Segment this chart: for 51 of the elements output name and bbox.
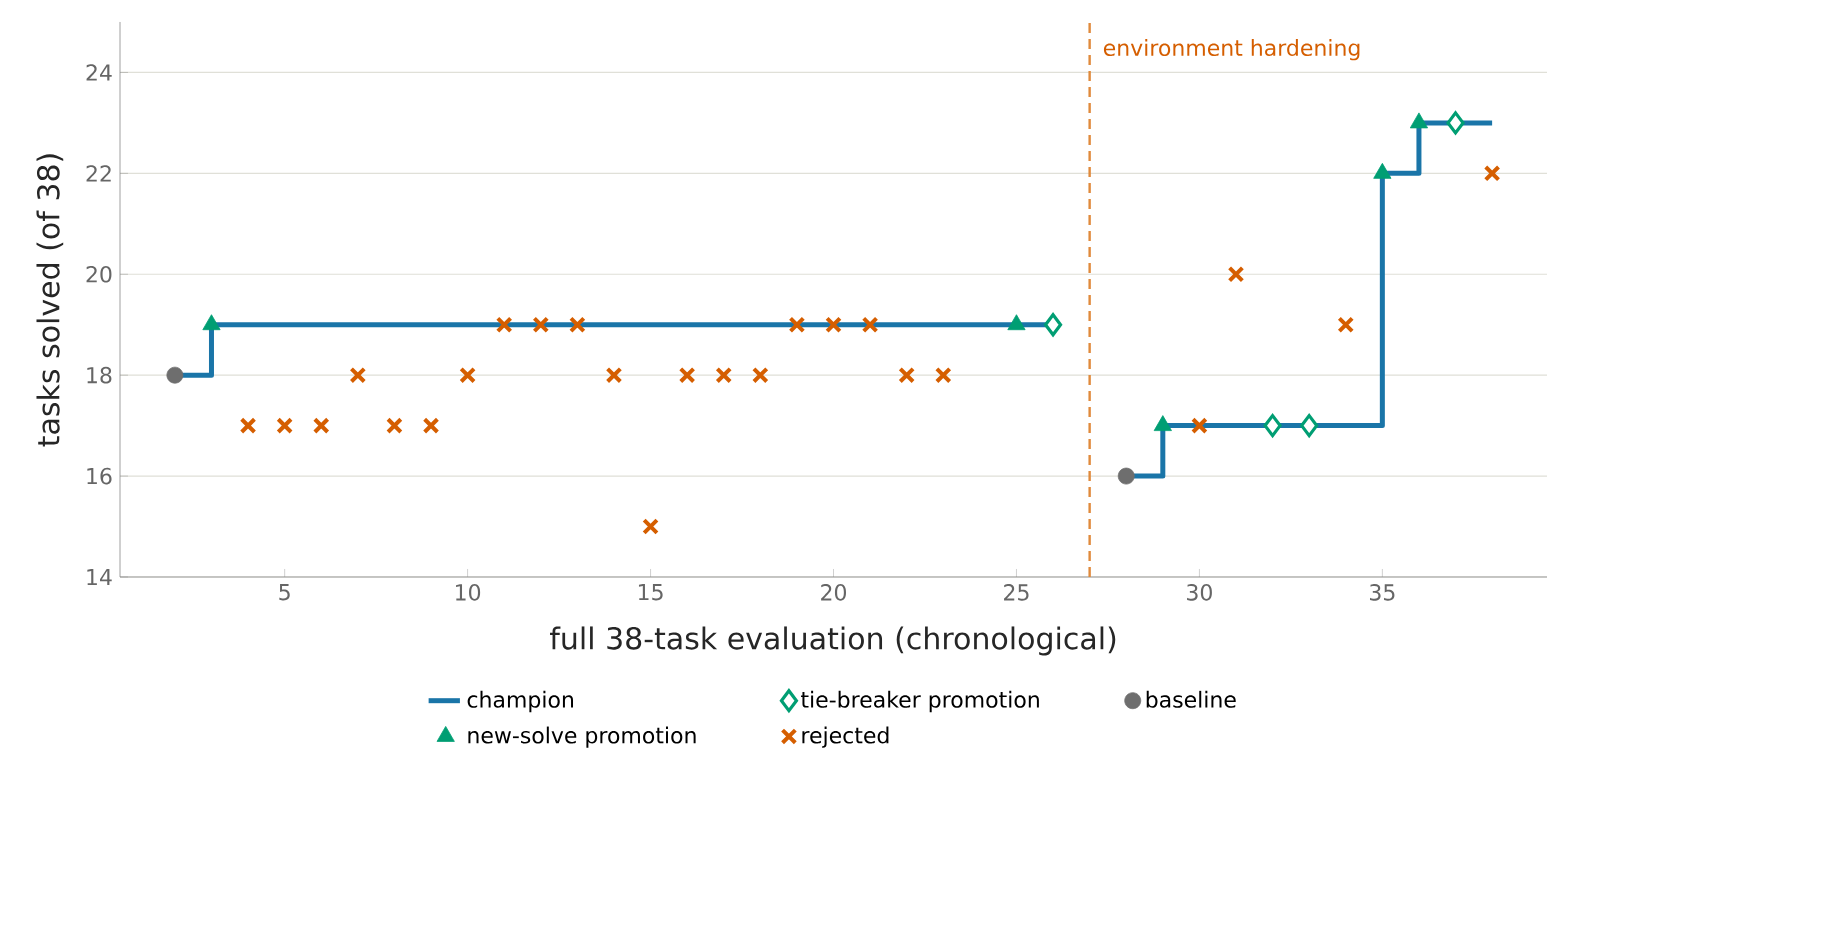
point bbox=[861, 316, 879, 334]
ref-line-label: environment hardening bbox=[1103, 39, 1360, 61]
y-tick-label: 18 bbox=[87, 366, 112, 384]
point bbox=[349, 366, 367, 384]
y-axis-title: tasks solved (of 38) bbox=[36, 154, 64, 447]
x-tick-label: 5 bbox=[279, 584, 290, 601]
point bbox=[605, 366, 623, 384]
point bbox=[898, 366, 916, 384]
y-tick-label: 22 bbox=[86, 165, 111, 182]
point bbox=[1227, 265, 1245, 283]
point bbox=[1263, 414, 1282, 438]
point bbox=[1191, 417, 1208, 434]
point bbox=[569, 316, 586, 334]
point bbox=[788, 316, 806, 334]
point bbox=[1483, 164, 1501, 182]
y-tick-label: 24 bbox=[86, 64, 112, 81]
x-tick-label: 30 bbox=[1187, 584, 1212, 601]
point bbox=[276, 417, 294, 434]
point bbox=[934, 366, 952, 384]
point bbox=[495, 316, 513, 334]
legend-label: rejected bbox=[802, 726, 889, 748]
point bbox=[312, 417, 330, 434]
x-axis-title: full 38-task evaluation (chronological) bbox=[550, 626, 1116, 656]
legend-label: new-solve promotion bbox=[468, 726, 696, 748]
point bbox=[678, 366, 696, 384]
point bbox=[239, 417, 257, 434]
point bbox=[459, 366, 476, 384]
point bbox=[166, 366, 184, 384]
point bbox=[386, 417, 403, 434]
y-tick-label: 20 bbox=[86, 265, 112, 283]
point bbox=[422, 417, 440, 434]
point bbox=[532, 316, 550, 334]
x-tick-label: 15 bbox=[638, 584, 663, 601]
point bbox=[642, 518, 659, 535]
legend-label: baseline bbox=[1146, 690, 1236, 708]
point bbox=[751, 366, 769, 384]
x-tick-label: 35 bbox=[1370, 584, 1395, 601]
legend-label: champion bbox=[467, 690, 574, 713]
y-tick-label: 14 bbox=[87, 568, 112, 586]
point bbox=[1337, 316, 1355, 334]
point bbox=[1300, 414, 1319, 438]
x-tick-label: 10 bbox=[456, 584, 481, 601]
point bbox=[1117, 467, 1135, 485]
point bbox=[825, 316, 842, 334]
point bbox=[1446, 111, 1465, 135]
x-tick-label: 20 bbox=[821, 584, 847, 601]
point bbox=[1043, 313, 1063, 337]
legend-label: tie-breaker promotion bbox=[801, 690, 1039, 713]
y-tick-label: 16 bbox=[87, 467, 112, 485]
x-tick-label: 25 bbox=[1004, 584, 1029, 601]
point bbox=[715, 366, 733, 384]
